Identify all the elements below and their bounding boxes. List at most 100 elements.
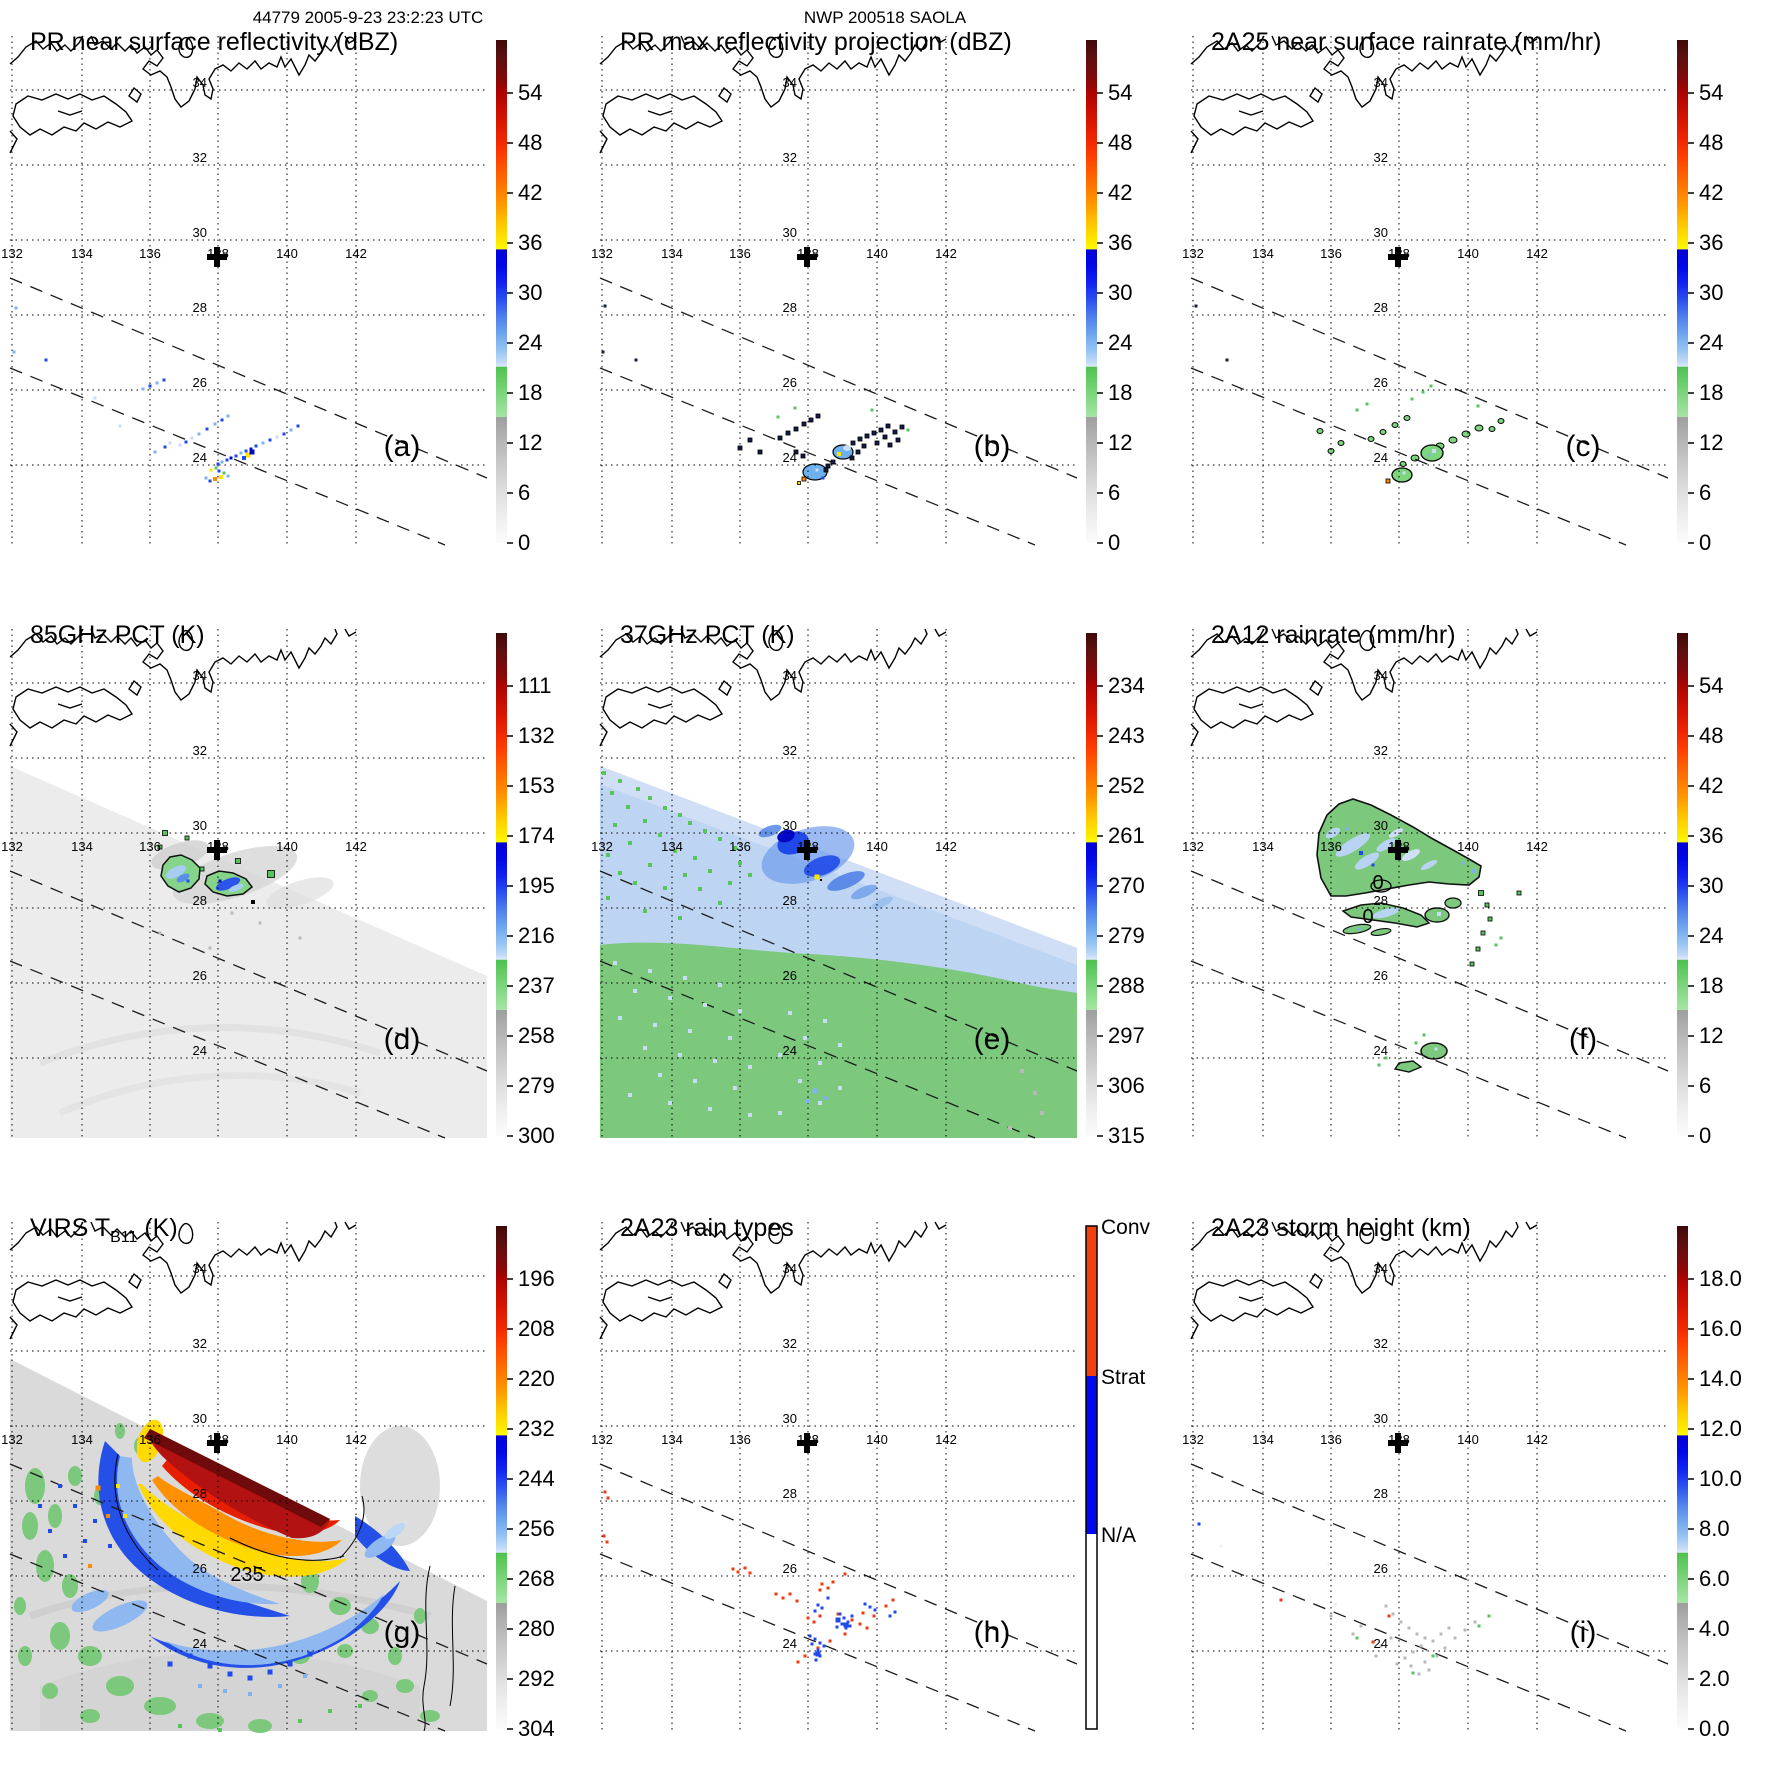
storm-center-cross-marker [1388,247,1408,267]
colorbar-class-segment [1086,1376,1097,1534]
lat-tick-label: 28 [193,300,207,315]
colorbar-gradient [496,633,507,1136]
lon-tick-label: 136 [729,246,751,261]
colorbar-tick-label: 0 [518,530,530,555]
storm-center-cross-marker [1388,840,1408,860]
lon-tick-label: 134 [1252,839,1274,854]
colorbar: 234 243 252 261 270 279 288 297 306 315 [1086,633,1145,1148]
lat-tick-label: 30 [193,1411,207,1426]
data-pixels [38,1484,362,1732]
colorbar: 54 48 42 36 30 24 18 12 6 0 [1677,40,1723,555]
colorbar-tick-label: 18 [1108,380,1132,405]
coastline-path [1190,35,1538,154]
lat-tick-label: 26 [1374,968,1388,983]
colorbar-tick-label: 24 [1699,923,1723,948]
colorbar-tick-label: 18 [518,380,542,405]
colorbar-tick-label: 0 [1108,530,1120,555]
lat-tick-label: 24 [783,450,797,465]
panel-d: 343230282624132134136138140142(d)1111321… [0,593,590,1178]
lat-tick-label: 26 [783,968,797,983]
header-storm-id: NWP 200518 SAOLA [803,8,967,27]
colorbar-tick-label: 12 [518,430,542,455]
swath-edge-dashed-lines [1190,870,1669,1139]
graticule-grid [1191,629,1668,1138]
colorbar-tick-label: 300 [518,1123,555,1148]
swath-edge-dashed-lines [9,1463,488,1732]
lat-tick-label: 28 [193,893,207,908]
lon-tick-label: 136 [139,839,161,854]
coastline-path [9,628,357,747]
lon-tick-label: 134 [661,246,683,261]
lat-tick-label: 28 [1374,300,1388,315]
panel-letter-label: (b) [974,430,1011,463]
colorbar-tick-label: 297 [1108,1023,1145,1048]
colorbar-tick-label: 195 [518,873,555,898]
swath-and-data-field [1316,415,1505,483]
lon-tick-label: 140 [866,246,888,261]
swath-edge-dashed-lines [599,277,1078,546]
lon-tick-label: 132 [1182,839,1204,854]
panel-g-map: 235343230282624132134136138140142(g)1962… [1,1221,555,1741]
panel-letter-label: (d) [384,1023,421,1056]
lat-tick-label: 28 [193,1486,207,1501]
panel-h-map: 343230282624132134136138140142(h)ConvStr… [591,1216,1151,1732]
colorbar-tick-label: 292 [518,1666,555,1691]
lat-tick-label: 32 [1374,150,1388,165]
lat-tick-label: 26 [783,1561,797,1576]
colorbar-tick-label: 261 [1108,823,1145,848]
colorbar-tick-label: 12 [1699,1023,1723,1048]
colorbar-tick-label: 6 [518,480,530,505]
lat-tick-label: 28 [783,1486,797,1501]
lon-tick-label: 132 [1,246,23,261]
lon-tick-label: 132 [1,1432,23,1447]
lat-tick-label: 34 [1374,75,1388,90]
colorbar-tick-label: 36 [1699,230,1723,255]
colorbar-gradient [1677,1226,1688,1729]
panel-letter-label: (c) [1566,430,1601,463]
colorbar-tick-label: 243 [1108,723,1145,748]
lon-tick-label: 140 [1457,1432,1479,1447]
colorbar-tick-label: 6.0 [1699,1566,1730,1591]
colorbar-tick-label: 54 [1699,673,1723,698]
colorbar-tick-label: 220 [518,1366,555,1391]
lon-tick-label: 140 [866,839,888,854]
graticule-grid [1191,36,1668,545]
lat-tick-label: 30 [783,818,797,833]
lat-tick-label: 24 [193,450,207,465]
lat-tick-label: 32 [783,150,797,165]
panel-i-map: 343230282624132134136138140142(i)18.016.… [1182,1221,1742,1741]
colorbar: 111 132 153 174 195 216 237 258 279 300 [496,633,555,1148]
colorbar-tick-label: 279 [1108,923,1145,948]
lat-tick-label: 34 [783,75,797,90]
coastline-path [599,628,947,747]
contour-label: 235 [230,1564,263,1586]
colorbar-tick-label: 0 [1699,1123,1711,1148]
panel-c-title: 2A25 near surface rainrate (mm/hr) [1211,28,1602,56]
lon-tick-label: 134 [71,1432,93,1447]
storm-center-cross-marker [797,247,817,267]
lat-tick-label: 32 [1374,743,1388,758]
panel-f-map: 00343230282624132134136138140142(f)54484… [1182,628,1723,1148]
colorbar-tick-label: 18 [1699,973,1723,998]
lat-tick-label: 30 [193,818,207,833]
data-pixels [1194,304,1480,484]
colorbar-tick-label: 16.0 [1699,1316,1742,1341]
lon-tick-label: 142 [935,246,957,261]
lon-tick-label: 142 [1526,1432,1548,1447]
swath-edge-dashed-lines [9,870,488,1139]
colorbar-gradient [1086,40,1097,543]
lon-tick-label: 136 [1320,246,1342,261]
graticule-grid [10,629,487,1138]
colorbar-tick-label: 280 [518,1616,555,1641]
header-orbit-timestamp: 44779 2005-9-23 23:2:23 UTC [252,8,484,27]
lat-tick-label: 30 [193,225,207,240]
lat-tick-label: 30 [1374,225,1388,240]
colorbar: 54 48 42 36 30 24 18 12 6 0 [496,40,542,555]
panel-g-title: VIRS TB11 (K) [30,1214,178,1246]
colorbar-tick-label: 24 [1108,330,1132,355]
contour-label: 0 [1362,906,1373,928]
lat-tick-label: 34 [783,1261,797,1276]
swath-edge-dashed-lines [1190,277,1669,546]
storm-center-cross-marker [207,840,227,860]
colorbar-class-segment [1086,1226,1097,1376]
